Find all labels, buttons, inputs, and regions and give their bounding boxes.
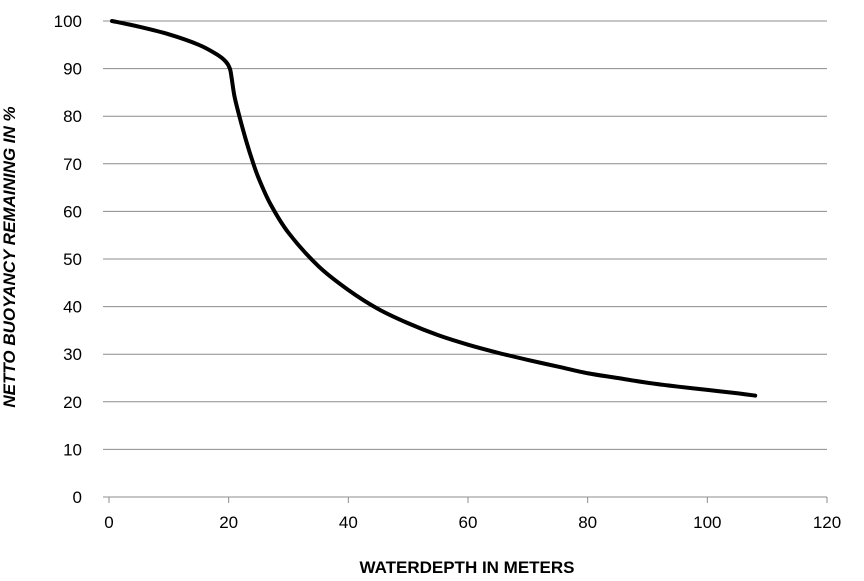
y-tick-label: 30 — [63, 345, 82, 364]
y-tick-label: 20 — [63, 393, 82, 412]
x-tick-label: 20 — [219, 513, 238, 532]
y-tick-label: 60 — [63, 202, 82, 221]
y-axis-title: NETTO BUOYANCY REMAINING IN % — [0, 106, 19, 407]
series-layer — [109, 19, 758, 398]
y-tick-label: 80 — [63, 107, 82, 126]
x-tick-label: 60 — [459, 513, 478, 532]
y-tick-label: 90 — [63, 60, 82, 79]
grid-layer — [103, 20, 827, 450]
x-tick-label: 120 — [813, 513, 841, 532]
y-tick-label: 70 — [63, 155, 82, 174]
y-tick-label: 0 — [73, 488, 82, 507]
label-layer: 0 10 20 30 40 50 60 70 80 90 100 0 20 40 60 80 100 120 — [54, 12, 842, 532]
y-tick-label: 50 — [63, 250, 82, 269]
y-tick-label: 10 — [63, 440, 82, 459]
axis-layer — [103, 496, 828, 503]
y-tick-label: 40 — [63, 298, 82, 317]
x-tick-label: 40 — [339, 513, 358, 532]
series-line-0 — [109, 19, 758, 398]
y-tick-label: 100 — [54, 12, 82, 31]
x-tick-label: 80 — [578, 513, 597, 532]
x-tick-label: 100 — [693, 513, 721, 532]
x-tick-label: 0 — [104, 513, 113, 532]
x-axis-title: WATERDEPTH IN METERS — [359, 558, 574, 577]
